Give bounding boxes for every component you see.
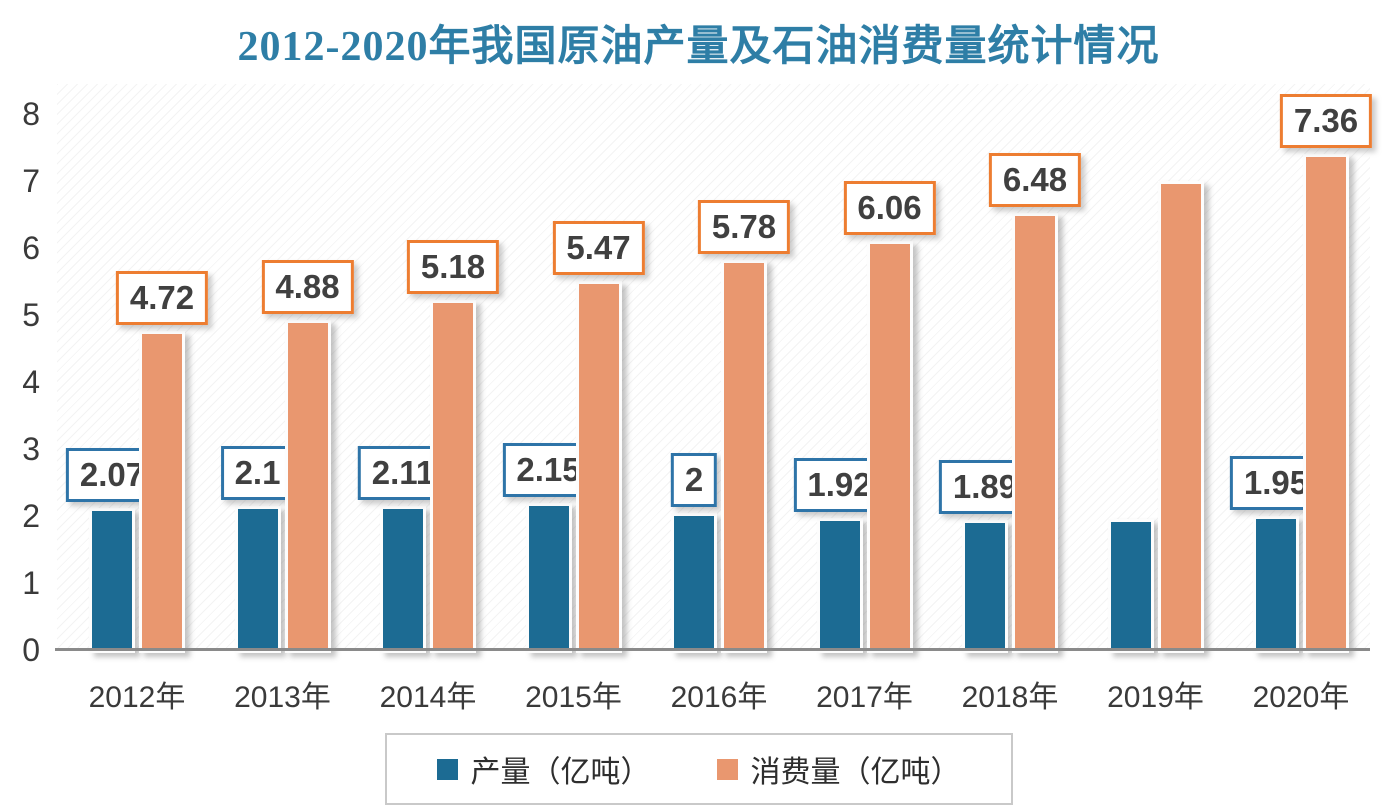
y-axis-tick-label: 8	[22, 96, 40, 132]
x-axis-label-2015年: 2015年	[525, 681, 622, 714]
x-axis-label-2018年: 2018年	[961, 681, 1059, 714]
y-axis-tick-label: 6	[22, 230, 40, 266]
bar-consumption-2020年	[1303, 153, 1349, 653]
bar-production-2018年	[962, 520, 1008, 653]
legend-label-production: 产量（亿吨）	[470, 756, 651, 789]
legend-item-production: 产量（亿吨）	[436, 747, 651, 791]
y-axis-tick-label: 2	[22, 498, 40, 534]
bar-production-2012年	[89, 508, 135, 653]
x-axis-label-2013年: 2013年	[234, 681, 331, 714]
legend-label-consumption: 消费量（亿吨）	[750, 756, 961, 789]
bar-consumption-2014年	[430, 299, 476, 653]
chart-title: 2012-2020年我国原油产量及石油消费量统计情况	[237, 24, 1160, 70]
bar-production-2016年	[671, 513, 717, 653]
x-axis-label-2020年: 2020年	[1252, 681, 1350, 714]
y-axis-tick-label: 3	[22, 431, 40, 467]
data-label-consumption-2017年: 6.06	[843, 180, 936, 235]
data-label-consumption-2016年: 5.78	[697, 199, 791, 254]
bar-consumption-2017年	[866, 240, 913, 653]
bar-consumption-2016年	[721, 259, 767, 653]
legend-swatch-production	[436, 758, 458, 780]
x-axis-line	[55, 648, 1370, 651]
data-label-consumption-2018年: 6.48	[988, 152, 1082, 207]
x-axis-label-2014年: 2014年	[379, 681, 477, 714]
data-label-consumption-2020年: 7.36	[1279, 93, 1373, 148]
data-label-production-2017年: 1.92	[793, 458, 886, 513]
y-axis-tick-label: 0	[22, 632, 40, 668]
x-axis-label-2017年: 2017年	[816, 681, 913, 714]
legend-item-consumption: 消费量（亿吨）	[716, 747, 961, 791]
y-axis-tick-label: 5	[22, 297, 40, 333]
y-axis-tick-label: 7	[22, 163, 40, 199]
bar-consumption-2019年	[1157, 181, 1204, 653]
bar-production-2019年	[1107, 519, 1154, 653]
bar-production-2014年	[380, 505, 426, 653]
data-label-consumption-2014年: 5.18	[406, 239, 500, 294]
bar-consumption-2015年	[575, 280, 622, 653]
bar-consumption-2013年	[284, 320, 331, 653]
bar-consumption-2018年	[1012, 212, 1058, 653]
data-label-consumption-2013年: 4.88	[261, 260, 354, 315]
data-label-production-2013年: 2.1	[220, 446, 295, 501]
bar-production-2017年	[816, 518, 863, 653]
bar-production-2015年	[525, 502, 572, 653]
x-axis-label-2012年: 2012年	[88, 681, 186, 714]
y-axis-tick-label: 1	[22, 565, 40, 601]
data-label-consumption-2015年: 5.47	[552, 220, 645, 275]
x-axis-label-2016年: 2016年	[670, 681, 768, 714]
legend-swatch-consumption	[716, 758, 738, 780]
y-axis-tick-label: 4	[22, 364, 40, 400]
bar-production-2013年	[234, 506, 281, 653]
bar-production-2020年	[1253, 516, 1299, 653]
data-label-production-2016年: 2	[670, 453, 718, 507]
bar-consumption-2012年	[139, 330, 185, 653]
x-axis-label-2019年: 2019年	[1107, 681, 1204, 714]
legend: 产量（亿吨） 消费量（亿吨）	[384, 733, 1013, 805]
data-label-consumption-2012年: 4.72	[115, 270, 209, 325]
